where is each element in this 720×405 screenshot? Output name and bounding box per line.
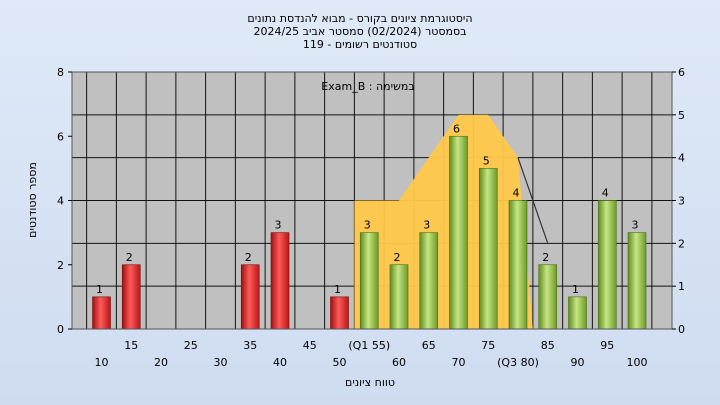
bar-value-label: 2: [126, 251, 133, 264]
bar-75: [478, 168, 498, 330]
y-tick-label: 0: [57, 323, 64, 336]
bar-value-label: 3: [632, 219, 639, 232]
chart-title-line: סטודנטים רשומים - 119: [303, 38, 417, 51]
bar-35: [240, 264, 260, 330]
bar-15: [121, 264, 141, 330]
y-axis-right: 0 1 2 3 4 5 6: [672, 66, 685, 336]
bar-60: [389, 264, 409, 330]
y2-tick-label: 5: [678, 109, 685, 122]
bar-95: [597, 200, 617, 330]
x-tick-label: (Q3 80): [497, 356, 539, 369]
x-tick-label: 70: [452, 356, 466, 369]
x-axis: 10 15 20 25 30 35 40 45 50(Q1 55)60 65 70 75(Q3 80)…: [95, 339, 648, 369]
x-tick-label: 30: [214, 356, 228, 369]
bar-80: [508, 200, 528, 330]
y2-tick-label: 3: [678, 195, 685, 208]
bar-value-label: 2: [542, 251, 549, 264]
bar-value-label: 3: [275, 219, 282, 232]
bar-10: [92, 296, 111, 330]
density-line: [517, 157, 549, 244]
x-tick-label: 100: [627, 356, 648, 369]
y-tick-label: 6: [57, 130, 64, 143]
bar-65: [419, 232, 439, 330]
y2-tick-label: 6: [678, 66, 685, 79]
bar-value-label: 4: [602, 187, 609, 200]
y2-tick-label: 1: [678, 280, 685, 293]
y-tick-label: 4: [57, 195, 64, 208]
bar-value-label: 4: [513, 187, 520, 200]
x-tick-label: 85: [541, 339, 555, 352]
x-tick-label: 60: [392, 356, 406, 369]
bar-value-label: 1: [96, 283, 103, 296]
y2-tick-label: 4: [678, 152, 685, 165]
bar-value-label: 5: [483, 154, 490, 167]
y-tick-label: 8: [57, 66, 64, 79]
chart-title-line: בסמסטר (02/2024) סמסטר אביב 2024/25: [253, 25, 466, 38]
x-tick-label: 10: [95, 356, 109, 369]
bars: [92, 135, 647, 330]
bar-value-label: 2: [394, 251, 401, 264]
x-tick-label: 65: [422, 339, 436, 352]
x-tick-label: 25: [184, 339, 198, 352]
bar-70: [449, 135, 468, 330]
x-tick-label: 20: [154, 356, 168, 369]
bar-90: [568, 296, 587, 330]
bar-value-label: 1: [572, 283, 579, 296]
data-labels: 1 2 2 3 1 3 2 3 6 5 4 2 1 4 3: [96, 122, 639, 296]
y-tick-label: 2: [57, 259, 64, 272]
bar-value-label: 3: [423, 219, 430, 232]
chart-annotation: במשימה : Exam_B: [321, 80, 414, 93]
bar-50: [330, 296, 349, 330]
x-tick-label: 95: [600, 339, 614, 352]
x-tick-label: 75: [481, 339, 495, 352]
bar-value-label: 3: [364, 219, 371, 232]
x-tick-label: 40: [273, 356, 287, 369]
bar-value-label: 2: [245, 251, 252, 264]
bar-85: [538, 264, 558, 330]
bar-value-label: 1: [334, 283, 341, 296]
y-axis-left: 0 2 4 6 8: [57, 66, 72, 336]
x-axis-title: טווח ציונים: [345, 376, 395, 389]
x-tick-label: 50: [333, 356, 347, 369]
x-tick-label: 45: [303, 339, 317, 352]
bar-value-label: 6: [453, 122, 460, 135]
bar-100: [627, 232, 647, 330]
x-tick-label: 35: [243, 339, 257, 352]
density-line-path: [517, 157, 549, 244]
y2-tick-label: 2: [678, 237, 685, 250]
y2-tick-label: 0: [678, 323, 685, 336]
bar-55: [359, 232, 379, 330]
chart-title-line: היסטוגרמת ציונים בקורס - מבוא להנדסת נתו…: [247, 12, 472, 25]
bar-40: [270, 232, 290, 330]
x-tick-label: (Q1 55): [348, 339, 390, 352]
x-tick-label: 90: [571, 356, 585, 369]
x-tick-label: 15: [124, 339, 138, 352]
chart-title: היסטוגרמת ציונים בקורס - מבוא להנדסת נתו…: [247, 12, 472, 51]
y-axis-title: מספר סטודנטים: [26, 162, 39, 238]
